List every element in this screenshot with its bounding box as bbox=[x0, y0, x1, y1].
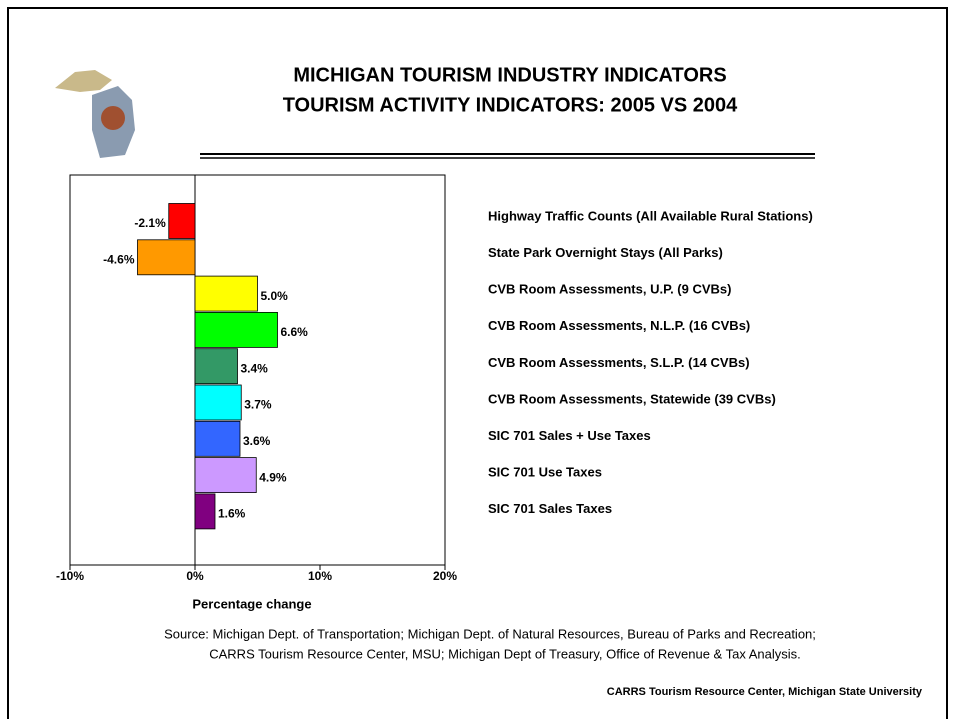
value-label: -4.6% bbox=[103, 252, 135, 266]
value-label: 4.9% bbox=[259, 470, 287, 484]
bar bbox=[194, 493, 216, 530]
category-label: State Park Overnight Stays (All Parks) bbox=[488, 245, 723, 260]
bar bbox=[194, 457, 257, 494]
x-tick-label: -10% bbox=[56, 569, 84, 583]
bar bbox=[194, 348, 238, 385]
logo bbox=[55, 70, 135, 158]
value-label: 3.7% bbox=[244, 398, 272, 412]
value-label: 5.0% bbox=[261, 289, 289, 303]
x-tick-label: 20% bbox=[433, 569, 457, 583]
value-label: 6.6% bbox=[281, 325, 309, 339]
bar bbox=[194, 275, 258, 312]
category-label: SIC 701 Sales + Use Taxes bbox=[488, 428, 651, 443]
bar bbox=[194, 420, 241, 457]
category-label: Highway Traffic Counts (All Available Ru… bbox=[488, 208, 813, 223]
bar bbox=[137, 239, 196, 276]
category-label: CVB Room Assessments, N.L.P. (16 CVBs) bbox=[488, 318, 750, 333]
source-line: CARRS Tourism Resource Center, MSU; Mich… bbox=[209, 646, 801, 661]
value-label: 1.6% bbox=[218, 507, 246, 521]
x-tick-label: 10% bbox=[308, 569, 332, 583]
category-label: CVB Room Assessments, Statewide (39 CVBs… bbox=[488, 391, 776, 406]
title: MICHIGAN TOURISM INDUSTRY INDICATORS bbox=[293, 64, 726, 86]
category-label: CVB Room Assessments, S.L.P. (14 CVBs) bbox=[488, 355, 750, 370]
x-tick-label: 0% bbox=[186, 569, 204, 583]
bar bbox=[194, 384, 242, 421]
category-label: SIC 701 Use Taxes bbox=[488, 465, 602, 480]
footer: CARRS Tourism Resource Center, Michigan … bbox=[607, 686, 923, 698]
value-label: 3.6% bbox=[243, 434, 271, 448]
source-line: Source: Michigan Dept. of Transportation… bbox=[164, 626, 816, 641]
plot-area bbox=[69, 174, 446, 566]
bar bbox=[194, 311, 278, 348]
bar bbox=[168, 203, 196, 239]
value-label: 3.4% bbox=[241, 361, 269, 375]
subtitle: TOURISM ACTIVITY INDICATORS: 2005 VS 200… bbox=[283, 94, 738, 116]
category-label: CVB Room Assessments, U.P. (9 CVBs) bbox=[488, 282, 731, 297]
category-label: SIC 701 Sales Taxes bbox=[488, 501, 612, 516]
slide-border bbox=[7, 7, 948, 719]
value-label: -2.1% bbox=[134, 216, 166, 230]
x-axis-label: Percentage change bbox=[192, 596, 311, 611]
